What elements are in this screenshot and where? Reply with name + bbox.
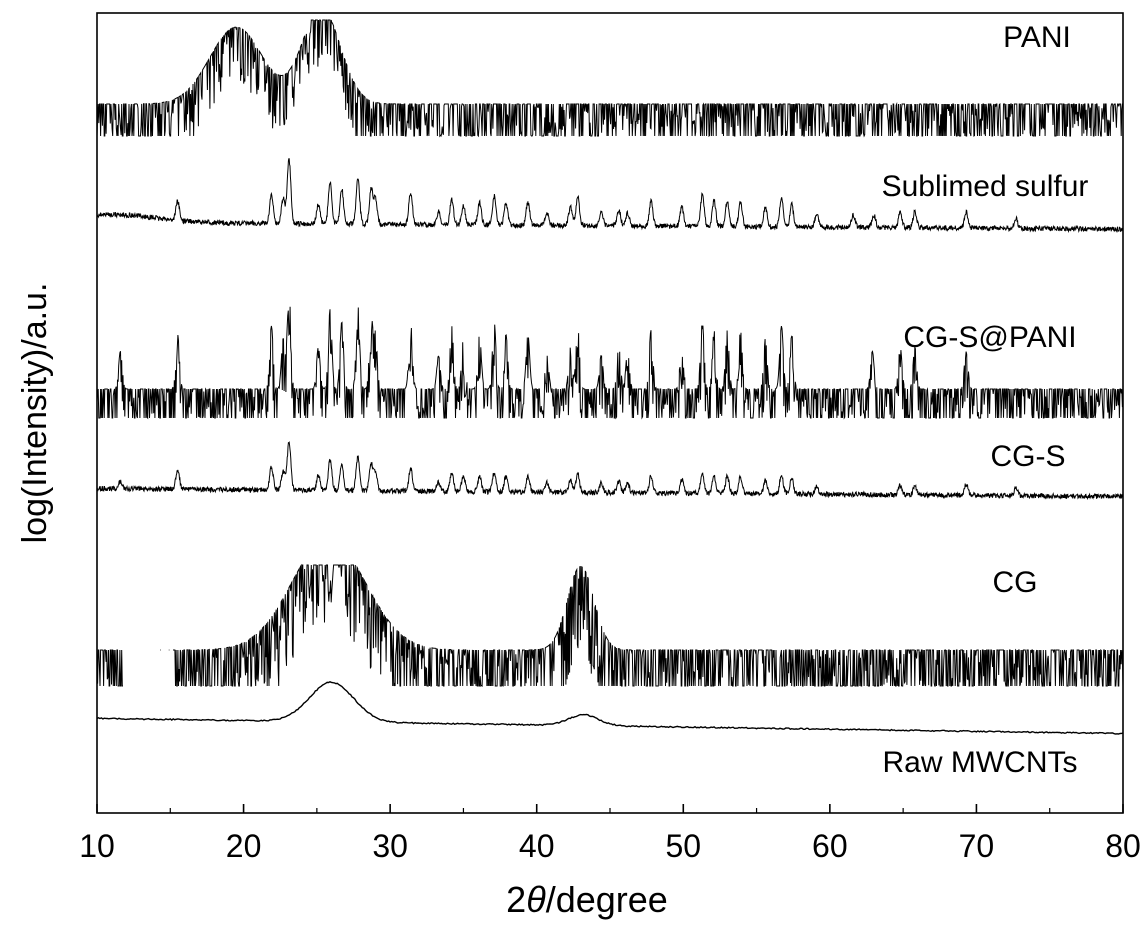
- series-label-cg-s-pani: CG-S@PANI: [903, 321, 1076, 354]
- x-tick-label-20: 20: [226, 828, 262, 864]
- y-axis-label: log(Intensity)/a.u.: [16, 283, 54, 544]
- series-line-raw-mwcnts: [96, 681, 1124, 735]
- x-tick-label-60: 60: [812, 828, 848, 864]
- x-tick-label-40: 40: [519, 828, 555, 864]
- series-label-raw-mwcnts: Raw MWCNTs: [883, 746, 1078, 779]
- x-tick-label-30: 30: [372, 828, 408, 864]
- series-label-cg: CG: [993, 566, 1038, 599]
- series-line-pani: [96, 19, 1123, 138]
- x-tick-label-70: 70: [959, 828, 995, 864]
- series-label-sublimed-sulfur: Sublimed sulfur: [882, 170, 1089, 203]
- x-axis-label: 2θ/degree: [506, 879, 668, 920]
- series-labels: PANI Sublimed sulfur CG-S@PANI CG-S CG Raw MW…: [882, 21, 1089, 779]
- series-label-cg-s: CG-S: [991, 440, 1066, 473]
- series-line-cg-s-pani: [96, 306, 1124, 420]
- traces: [96, 19, 1124, 735]
- x-tick-label-50: 50: [665, 828, 701, 864]
- x-tick-label-10: 10: [79, 828, 115, 864]
- series-line-cg-s: [96, 441, 1124, 501]
- series-line-cg: [96, 563, 1124, 688]
- series-label-pani: PANI: [1003, 21, 1071, 54]
- series-line-sublimed-sulfur: [96, 158, 1124, 234]
- x-tick-label-80: 80: [1105, 828, 1141, 864]
- x-axis-ticks: 10 20 30 40 50 60 70 80: [79, 804, 1141, 864]
